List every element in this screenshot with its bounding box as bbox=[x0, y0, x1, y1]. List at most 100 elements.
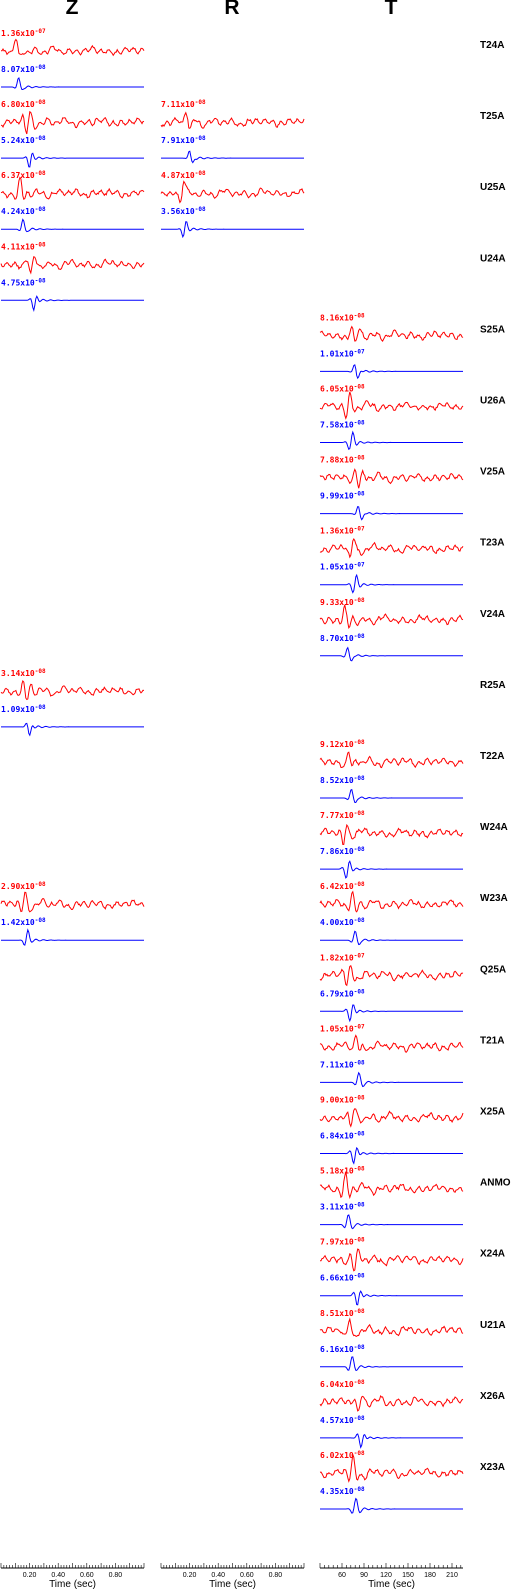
synthetic-amplitude-z-exponent: -08 bbox=[35, 206, 46, 213]
observed-trace-z bbox=[0, 176, 145, 200]
synthetic-amplitude-r-mantissa: 7.91x10 bbox=[161, 136, 195, 145]
synthetic-amplitude-t: 6.84x10-08 bbox=[320, 1131, 365, 1141]
synthetic-amplitude-t-mantissa: 4.35x10 bbox=[320, 1487, 354, 1496]
observed-amplitude-z: 1.36x10-07 bbox=[1, 28, 46, 38]
synthetic-amplitude-t-mantissa: 6.16x10 bbox=[320, 1345, 354, 1354]
synthetic-amplitude-t-mantissa: 1.05x10 bbox=[320, 563, 354, 572]
station-label: W23A bbox=[480, 893, 508, 904]
observed-amplitude-t-exponent: -07 bbox=[354, 526, 365, 533]
observed-amplitude-t-exponent: -08 bbox=[354, 1166, 365, 1173]
station-row-u25a: U25A6.37x10-084.24x10-084.87x10-083.56x1… bbox=[0, 170, 506, 239]
synthetic-amplitude-t-exponent: -08 bbox=[354, 1273, 365, 1280]
observed-trace-z bbox=[0, 891, 145, 913]
synthetic-trace-t bbox=[320, 1497, 463, 1514]
observed-amplitude-t-mantissa: 9.00x10 bbox=[320, 1096, 354, 1105]
station-label: U26A bbox=[480, 396, 506, 407]
synthetic-amplitude-z-exponent: -08 bbox=[35, 704, 46, 711]
synthetic-amplitude-t: 3.11x10-08 bbox=[320, 1202, 365, 1212]
observed-amplitude-t-mantissa: 7.77x10 bbox=[320, 811, 354, 820]
observed-trace-t bbox=[319, 823, 464, 846]
synthetic-amplitude-t-mantissa: 6.66x10 bbox=[320, 1274, 354, 1283]
station-label: ANMO bbox=[480, 1178, 511, 1189]
synthetic-amplitude-r: 3.56x10-08 bbox=[161, 206, 206, 216]
observed-trace-t bbox=[319, 468, 464, 489]
observed-amplitude-t-mantissa: 6.04x10 bbox=[320, 1380, 354, 1389]
synthetic-trace-z bbox=[1, 77, 144, 90]
synthetic-amplitude-t-exponent: -08 bbox=[354, 1202, 365, 1209]
synthetic-amplitude-t-exponent: -08 bbox=[354, 633, 365, 640]
synthetic-amplitude-z: 8.07x10-08 bbox=[1, 64, 46, 74]
observed-amplitude-t: 9.33x10-08 bbox=[320, 597, 365, 607]
station-label: T24A bbox=[480, 40, 504, 51]
observed-trace-t bbox=[320, 1248, 464, 1272]
observed-trace-t bbox=[319, 890, 464, 913]
observed-amplitude-z-exponent: -08 bbox=[35, 241, 46, 248]
synthetic-amplitude-z-mantissa: 4.24x10 bbox=[1, 207, 35, 216]
observed-amplitude-z-mantissa: 4.11x10 bbox=[1, 242, 35, 251]
synthetic-trace-z bbox=[1, 152, 144, 168]
observed-amplitude-z-mantissa: 3.14x10 bbox=[1, 669, 35, 678]
observed-amplitude-z-exponent: -08 bbox=[35, 668, 46, 675]
axis-label: Time (sec) bbox=[368, 1579, 415, 1589]
observed-amplitude-t-exponent: -08 bbox=[354, 881, 365, 888]
synthetic-amplitude-t-mantissa: 7.58x10 bbox=[320, 421, 354, 430]
observed-amplitude-t: 6.04x10-08 bbox=[320, 1379, 365, 1389]
station-row-t24a: T24A 1.36x10-07 8.07x10-08 bbox=[1, 28, 504, 90]
synthetic-trace-t bbox=[320, 788, 463, 804]
observed-amplitude-t-exponent: -07 bbox=[354, 1023, 365, 1030]
observed-trace-t bbox=[319, 1108, 464, 1128]
synthetic-amplitude-z: 1.42x10-08 bbox=[1, 917, 46, 927]
tick-label: 0.80 bbox=[269, 1572, 283, 1579]
station-label: V25A bbox=[480, 467, 505, 478]
observed-trace-t bbox=[319, 965, 464, 987]
tick-label: 0.80 bbox=[109, 1572, 123, 1579]
synthetic-trace-t bbox=[320, 930, 463, 946]
observed-amplitude-z-mantissa: 2.90x10 bbox=[1, 882, 35, 891]
synthetic-amplitude-z-exponent: -08 bbox=[35, 64, 46, 71]
observed-amplitude-z-mantissa: 6.37x10 bbox=[1, 171, 35, 180]
observed-trace-t bbox=[319, 1454, 464, 1483]
station-label: Q25A bbox=[480, 964, 506, 975]
station-row-t21a: T21A 1.05x10-07 7.11x10-08 bbox=[319, 1023, 504, 1088]
axis-label: Time (sec) bbox=[209, 1579, 256, 1589]
observed-amplitude-z-mantissa: 6.80x10 bbox=[1, 100, 35, 109]
observed-amplitude-t-exponent: -08 bbox=[354, 1450, 365, 1457]
synthetic-amplitude-z-mantissa: 4.75x10 bbox=[1, 278, 35, 287]
observed-amplitude-t: 9.00x10-08 bbox=[320, 1095, 365, 1105]
station-label: T25A bbox=[480, 111, 504, 122]
synthetic-amplitude-z-exponent: -08 bbox=[35, 277, 46, 284]
synthetic-amplitude-z-mantissa: 1.09x10 bbox=[1, 705, 35, 714]
synthetic-amplitude-z-exponent: -08 bbox=[35, 135, 46, 142]
station-label: T21A bbox=[480, 1035, 504, 1046]
observed-amplitude-t-mantissa: 8.51x10 bbox=[320, 1309, 354, 1318]
observed-amplitude-t: 9.12x10-08 bbox=[320, 739, 365, 749]
observed-amplitude-t: 1.82x10-07 bbox=[320, 952, 365, 962]
station-label: T22A bbox=[480, 751, 504, 762]
station-label: U25A bbox=[480, 182, 506, 193]
synthetic-amplitude-r: 7.91x10-08 bbox=[161, 135, 206, 145]
observed-amplitude-z-exponent: -08 bbox=[35, 99, 46, 106]
observed-amplitude-t: 8.16x10-08 bbox=[320, 312, 365, 322]
tick-label: 0.40 bbox=[51, 1572, 65, 1579]
station-label: R25A bbox=[480, 680, 506, 691]
station-rows: T24A1.36x10-078.07x10-08T25A6.80x10-085.… bbox=[0, 28, 511, 1514]
observed-amplitude-r-exponent: -08 bbox=[195, 170, 206, 177]
tick-label: 120 bbox=[380, 1572, 392, 1579]
observed-amplitude-r-mantissa: 4.87x10 bbox=[161, 171, 195, 180]
axis-label: Time (sec) bbox=[49, 1579, 96, 1589]
synthetic-amplitude-t-exponent: -08 bbox=[354, 1131, 365, 1138]
synthetic-trace-t bbox=[320, 573, 463, 594]
synthetic-amplitude-t: 1.01x10-07 bbox=[320, 348, 365, 358]
column-title-r: R bbox=[224, 0, 239, 19]
synthetic-amplitude-r-exponent: -08 bbox=[195, 135, 206, 142]
tick-label: 0.20 bbox=[23, 1572, 37, 1579]
tick-label: 180 bbox=[424, 1572, 436, 1579]
synthetic-amplitude-r-exponent: -08 bbox=[195, 206, 206, 213]
synthetic-amplitude-t-mantissa: 4.57x10 bbox=[320, 1416, 354, 1425]
